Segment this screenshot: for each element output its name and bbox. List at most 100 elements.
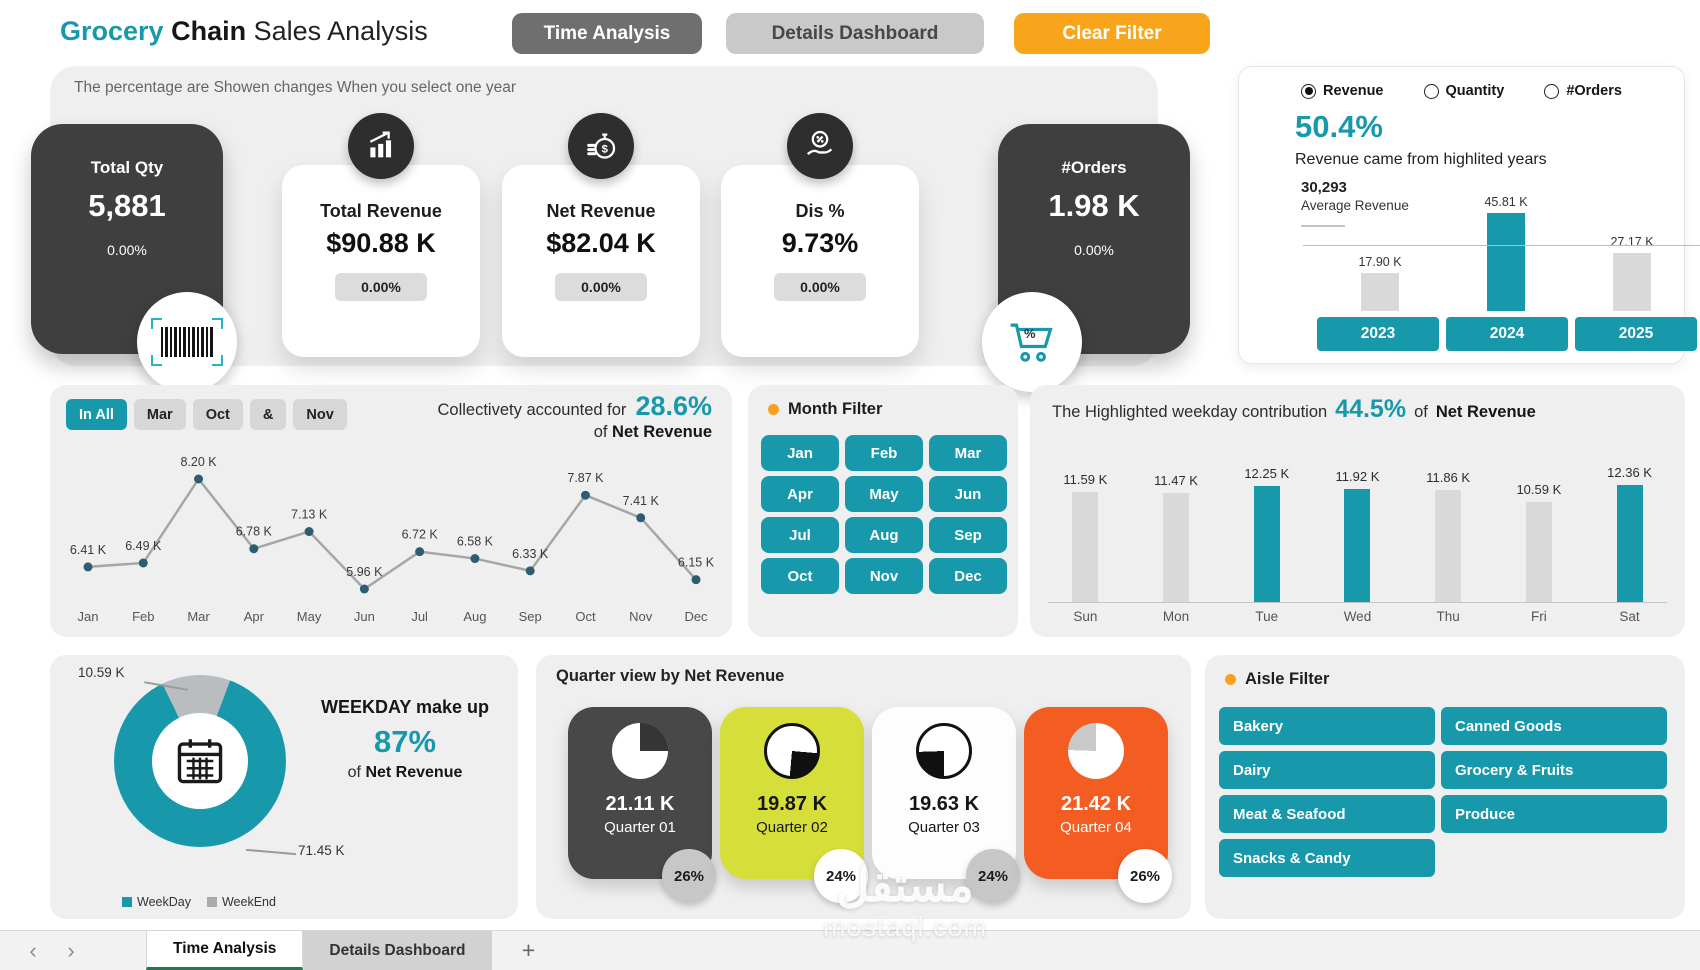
clear-filter-button[interactable]: Clear Filter: [1014, 13, 1210, 54]
quarter-pct-badge: 24%: [814, 849, 868, 903]
radio-label: #Orders: [1566, 83, 1622, 99]
quarter-pct-badge: 26%: [662, 849, 716, 903]
svg-text:7.87 K: 7.87 K: [567, 471, 604, 485]
aisle-filter-grid: Bakery Canned Goods Dairy Grocery & Frui…: [1219, 707, 1667, 877]
kpi-change: 0.00%: [1074, 242, 1114, 258]
aisle-button-produce[interactable]: Produce: [1441, 795, 1667, 833]
month-button-may[interactable]: May: [845, 476, 923, 512]
weekday-bar-wed[interactable]: 11.92 K Wed: [1335, 469, 1380, 624]
legend-weekend: WeekEnd: [206, 895, 276, 909]
year-bar-chart[interactable]: 17.90 K 45.81 K 27.17 K: [1303, 175, 1700, 311]
month-button-jan[interactable]: Jan: [761, 435, 839, 471]
month-button-sep[interactable]: Sep: [929, 517, 1007, 553]
orange-dot-icon: [1225, 674, 1236, 685]
svg-text:5.96 K: 5.96 K: [346, 565, 383, 579]
trend-summary-of: of: [593, 423, 608, 441]
weekday-chart[interactable]: 11.59 K Sun 11.47 K Mon 12.25 K Tue 11.92 K Wed…: [1040, 433, 1675, 629]
month-button-jul[interactable]: Jul: [761, 517, 839, 553]
weekday-makeup-headline: WEEKDAY make up: [320, 697, 490, 717]
chip-oct[interactable]: Oct: [192, 399, 243, 430]
chip-nov[interactable]: Nov: [293, 399, 347, 430]
bar-chart-icon: [348, 113, 414, 179]
quarter-panel-title: Quarter view by Net Revenue: [556, 667, 785, 685]
sheet-nav-right-icon[interactable]: ›: [67, 937, 75, 963]
quarter-value: 21.11 K: [605, 793, 675, 815]
radio-quantity[interactable]: Quantity: [1423, 83, 1504, 99]
kpi-card-net-revenue[interactable]: $ Net Revenue $82.04 K 0.00%: [502, 113, 700, 357]
chip-mar[interactable]: Mar: [133, 399, 186, 430]
aisle-button-bakery[interactable]: Bakery: [1219, 707, 1435, 745]
kpi-change: 0.00%: [107, 242, 147, 258]
quarter-value: 19.87 K: [756, 793, 828, 815]
trend-summary-prefix: Collectivety accounted for: [437, 401, 627, 419]
weekday-title-pct: 44.5%: [1335, 395, 1407, 423]
chip-in-all[interactable]: In All: [66, 399, 127, 430]
details-dashboard-button[interactable]: Details Dashboard: [726, 13, 984, 54]
kpi-card-total-qty[interactable]: Total Qty 5,881 0.00%: [31, 124, 237, 392]
month-button-feb[interactable]: Feb: [845, 435, 923, 471]
aisle-button-meat-seafood[interactable]: Meat & Seafood: [1219, 795, 1435, 833]
quarter-card-q2[interactable]: 19.87 K Quarter 02 24%: [720, 707, 868, 903]
year-button-2023[interactable]: 2023: [1317, 317, 1439, 351]
weekday-bar-sat[interactable]: 12.36 K Sat: [1607, 465, 1652, 624]
weekday-title: The Highlighted weekday contribution 44.…: [1052, 395, 1536, 424]
trend-summary-net-revenue: Net Revenue: [612, 423, 712, 441]
month-button-oct[interactable]: Oct: [761, 558, 839, 594]
year-button-2024[interactable]: 2024: [1446, 317, 1568, 351]
quarter-card-q1[interactable]: 21.11 K Quarter 01 26%: [568, 707, 716, 903]
kpi-card-orders[interactable]: #Orders 1.98 K 0.00% %: [982, 124, 1190, 392]
quarter-card-q3[interactable]: 19.63 K Quarter 03 24%: [872, 707, 1020, 903]
radio-revenue[interactable]: Revenue: [1301, 83, 1384, 99]
svg-text:$: $: [602, 143, 609, 155]
sheet-tab-time-analysis[interactable]: Time Analysis: [146, 931, 304, 970]
year-bar-2025[interactable]: 27.17 K: [1569, 175, 1695, 311]
month-button-apr[interactable]: Apr: [761, 476, 839, 512]
aisle-filter-title: Aisle Filter: [1245, 670, 1330, 688]
sheet-tab-details-dashboard[interactable]: Details Dashboard: [303, 931, 492, 970]
year-bar-2023[interactable]: 17.90 K: [1317, 175, 1443, 311]
month-chip-row: In All Mar Oct & Nov: [66, 399, 347, 430]
orange-dot-icon: [768, 404, 779, 415]
weekday-donut-chart[interactable]: [114, 675, 286, 847]
aisle-button-canned-goods[interactable]: Canned Goods: [1441, 707, 1667, 745]
year-button-2025[interactable]: 2025: [1575, 317, 1697, 351]
month-button-dec[interactable]: Dec: [929, 558, 1007, 594]
svg-text:7.41 K: 7.41 K: [623, 494, 660, 508]
add-sheet-button[interactable]: +: [521, 937, 536, 963]
aisle-button-grocery-fruits[interactable]: Grocery & Fruits: [1441, 751, 1667, 789]
month-button-jun[interactable]: Jun: [929, 476, 1007, 512]
weekday-bar-mon[interactable]: 11.47 K Mon: [1154, 473, 1198, 624]
donut-legend: WeekDay WeekEnd: [122, 895, 276, 909]
quarter-label: Quarter 03: [908, 819, 980, 836]
aisle-button-dairy[interactable]: Dairy: [1219, 751, 1435, 789]
month-button-aug[interactable]: Aug: [845, 517, 923, 553]
legend-weekday-swatch: [122, 897, 132, 907]
radio-orders[interactable]: #Orders: [1544, 83, 1622, 99]
chip-amp[interactable]: &: [249, 399, 287, 430]
month-trend-panel: In All Mar Oct & Nov Collectivety accoun…: [50, 385, 732, 637]
kpi-card-discount[interactable]: Dis % 9.73% 0.00%: [721, 113, 919, 357]
month-filter-header: Month Filter: [768, 400, 882, 419]
sheet-nav-left-icon[interactable]: ‹: [29, 937, 37, 963]
legend-weekend-label: WeekEnd: [221, 895, 276, 909]
quarter-card-q4[interactable]: 21.42 K Quarter 04 26%: [1024, 707, 1172, 903]
weekday-makeup-text: WEEKDAY make up 87% of Net Revenue: [312, 697, 498, 782]
month-line-chart[interactable]: 6.41 K Jan 6.49 K Feb 8.20 K Mar 6.78 K Apr 7.13…: [58, 441, 722, 627]
kpi-card-total-revenue[interactable]: Total Revenue $90.88 K 0.00%: [282, 113, 480, 357]
aisle-button-snacks-candy[interactable]: Snacks & Candy: [1219, 839, 1435, 877]
weekday-axis-line: [1048, 602, 1667, 603]
radio-unselected-icon: [1423, 83, 1439, 99]
month-button-nov[interactable]: Nov: [845, 558, 923, 594]
quarter-label: Quarter 02: [756, 819, 828, 836]
weekday-bar-fri[interactable]: 10.59 K Fri: [1516, 482, 1562, 624]
weekday-bar-thu[interactable]: 11.86 K Thu: [1426, 470, 1471, 624]
year-bar-2024[interactable]: 45.81 K: [1443, 175, 1569, 311]
weekday-bar-tue[interactable]: 12.25 K Tue: [1244, 466, 1290, 624]
hand-percent-icon: [787, 113, 853, 179]
legend-weekday: WeekDay: [122, 895, 191, 909]
time-analysis-button[interactable]: Time Analysis: [512, 13, 702, 54]
aisle-filter-panel: Aisle Filter Bakery Canned Goods Dairy G…: [1205, 655, 1685, 919]
weekday-bar-sun[interactable]: 11.59 K Sun: [1063, 472, 1108, 624]
month-button-mar[interactable]: Mar: [929, 435, 1007, 471]
pie-icon: [764, 723, 820, 779]
